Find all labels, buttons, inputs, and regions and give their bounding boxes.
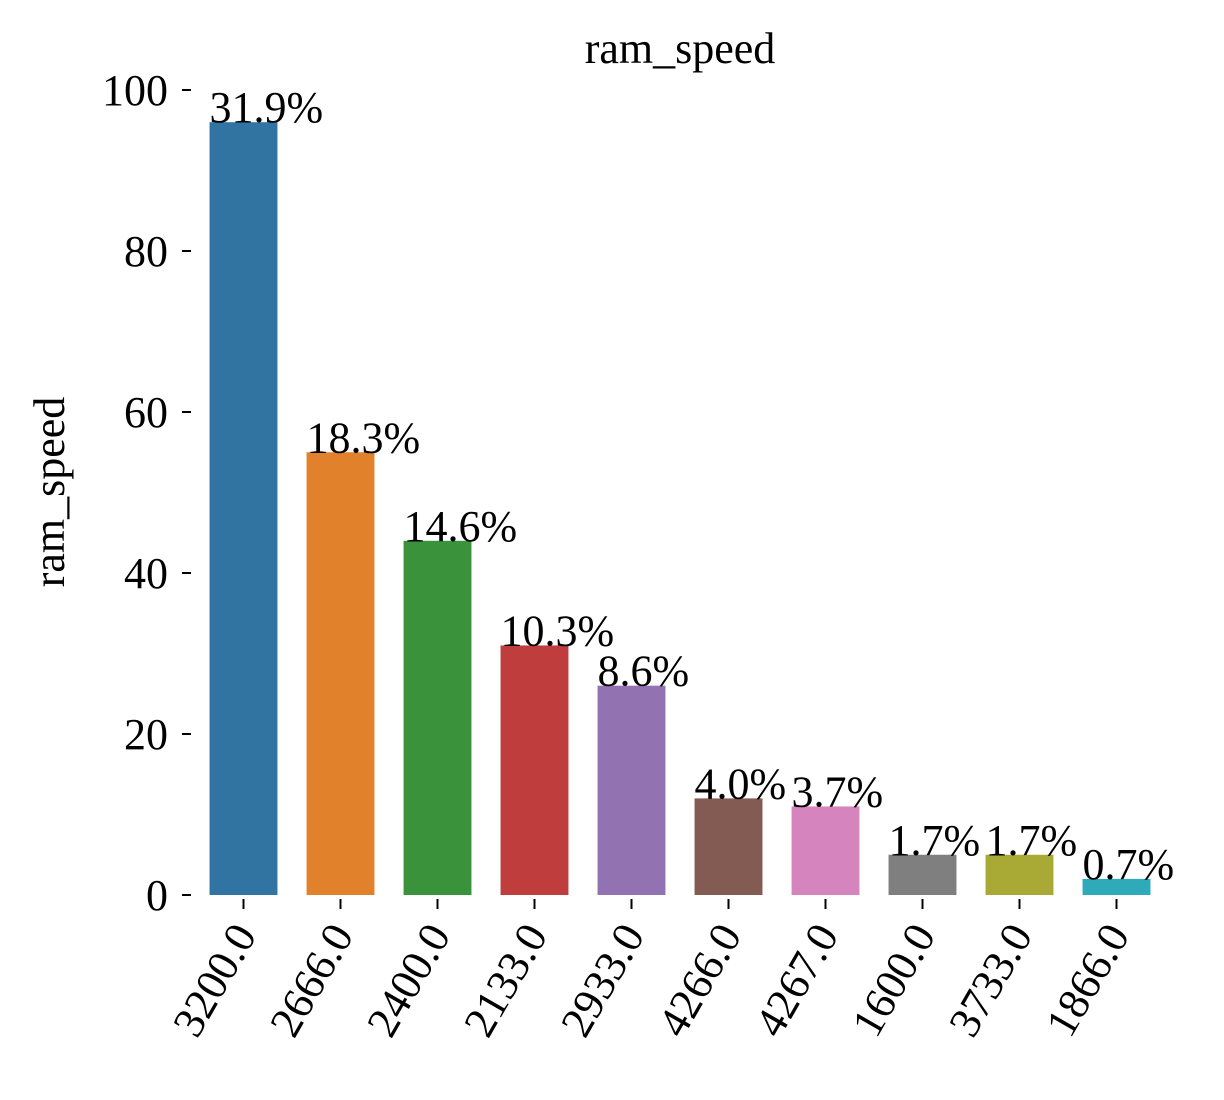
bar-value-label: 31.9% <box>210 83 324 132</box>
bar-2400.0 <box>403 540 472 895</box>
bar-2666.0 <box>306 452 375 895</box>
x-tick-label: 4266.0 <box>648 916 751 1045</box>
bar-value-label: 3.7% <box>792 767 884 816</box>
x-tick-label: 1866.0 <box>1036 916 1139 1045</box>
y-tick-label: 100 <box>102 66 168 115</box>
bar-value-label: 8.6% <box>598 647 690 696</box>
bar-value-label: 14.6% <box>404 502 518 551</box>
x-axis: 3200.02666.02400.02133.02933.04266.04267… <box>163 899 1139 1045</box>
x-tick-label: 2933.0 <box>551 916 654 1045</box>
bar-2933.0 <box>597 685 666 895</box>
bar-value-label: 10.3% <box>501 606 615 655</box>
x-tick-label: 1600.0 <box>842 916 945 1045</box>
y-tick-label: 60 <box>124 388 168 437</box>
bar-1866.0 <box>1082 878 1151 895</box>
bar-2133.0 <box>500 645 569 895</box>
bar-3733.0 <box>985 854 1054 895</box>
x-tick-label: 2400.0 <box>357 916 460 1045</box>
x-tick-label: 4267.0 <box>745 916 848 1045</box>
bar-value-label: 0.7% <box>1083 840 1175 889</box>
bar-value-label: 4.0% <box>695 759 787 808</box>
x-tick-label: 2133.0 <box>454 916 557 1045</box>
bar-value-label: 1.7% <box>889 816 981 865</box>
bar-1600.0 <box>888 854 957 895</box>
y-tick-label: 20 <box>124 710 168 759</box>
y-tick-label: 0 <box>146 871 168 920</box>
y-tick-label: 40 <box>124 549 168 598</box>
chart-title: ram_speed <box>585 24 776 73</box>
bar-value-label: 18.3% <box>307 413 421 462</box>
x-tick-label: 3733.0 <box>939 916 1042 1045</box>
y-axis: 0 20 40 60 80 100 <box>102 66 191 920</box>
bar-4266.0 <box>694 798 763 895</box>
bar-4267.0 <box>791 806 860 895</box>
bars <box>209 122 1151 895</box>
y-tick-label: 80 <box>124 227 168 276</box>
bar-3200.0 <box>209 122 278 895</box>
bar-value-label: 1.7% <box>986 816 1078 865</box>
data-labels: 31.9%18.3%14.6%10.3%8.6%4.0% 3.7%1.7% 1.7%… <box>210 83 1175 889</box>
y-axis-label: ram_speed <box>25 397 74 588</box>
x-tick-label: 3200.0 <box>163 916 266 1045</box>
x-tick-label: 2666.0 <box>260 916 363 1045</box>
